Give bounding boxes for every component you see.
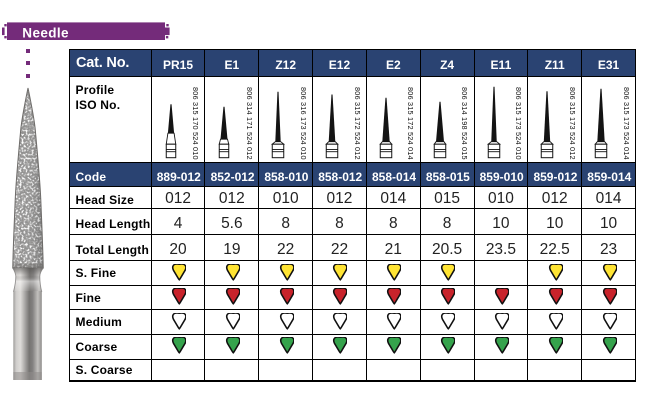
svg-text:Needle: Needle — [22, 25, 69, 40]
